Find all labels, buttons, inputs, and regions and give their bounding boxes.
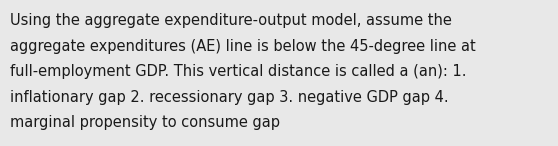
Text: aggregate expenditures (AE) line is below the 45-degree line at: aggregate expenditures (AE) line is belo… bbox=[10, 39, 476, 54]
Text: inflationary gap 2. recessionary gap 3. negative GDP gap 4.: inflationary gap 2. recessionary gap 3. … bbox=[10, 90, 449, 105]
Text: marginal propensity to consume gap: marginal propensity to consume gap bbox=[10, 115, 280, 130]
Text: Using the aggregate expenditure-output model, assume the: Using the aggregate expenditure-output m… bbox=[10, 13, 452, 28]
Text: full-employment GDP. This vertical distance is called a (an): 1.: full-employment GDP. This vertical dista… bbox=[10, 64, 466, 79]
